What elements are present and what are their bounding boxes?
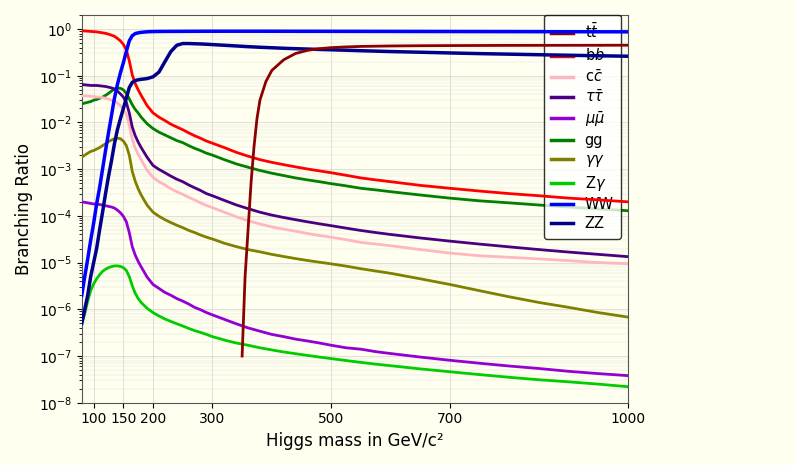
X-axis label: Higgs mass in GeV/c²: Higgs mass in GeV/c² xyxy=(266,432,443,450)
Legend: t$\bar{t}$, b$\bar{b}$, c$\bar{c}$, $\tau\bar{\tau}$, $\mu\bar{\mu}$, gg, $\gamm: t$\bar{t}$, b$\bar{b}$, c$\bar{c}$, $\ta… xyxy=(544,14,621,239)
Y-axis label: Branching Ratio: Branching Ratio xyxy=(15,143,33,275)
